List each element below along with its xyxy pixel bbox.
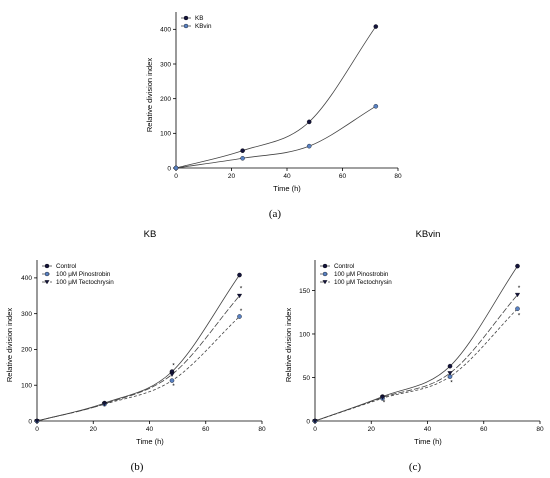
series-line — [314, 294, 518, 422]
y-tick-label: 400 — [160, 27, 171, 34]
data-point — [322, 280, 328, 285]
legend-label: 100 μM Pinostrobin — [334, 271, 389, 278]
y-axis-label: Relative division index — [145, 58, 154, 132]
y-tick-label: 0 — [306, 418, 310, 425]
x-tick-label: 60 — [480, 426, 488, 433]
legend-label: KBvin — [195, 23, 212, 30]
x-tick-label: 60 — [202, 426, 210, 433]
annotation-asterisk: * — [240, 286, 243, 293]
x-tick-label: 40 — [146, 426, 154, 433]
x-axis-label: Time (h) — [136, 437, 164, 446]
data-point — [237, 314, 242, 319]
x-tick-label: 40 — [424, 426, 432, 433]
data-point — [240, 148, 245, 153]
x-tick-label: 40 — [283, 173, 291, 180]
series-line — [314, 265, 518, 422]
series-line — [36, 295, 240, 422]
annotation-asterisk: * — [518, 313, 521, 320]
legend-label: 100 μM Tectochrysin — [56, 279, 114, 286]
data-point — [447, 363, 453, 369]
y-tick-label: 50 — [303, 375, 311, 382]
chart-panel-a: Time (h) Relative division index (a) 0 20… — [145, 12, 402, 220]
panel-label: (a) — [269, 208, 282, 220]
y-axis-label: Relative division index — [5, 308, 14, 382]
x-axis-label: Time (h) — [273, 184, 301, 193]
data-point — [101, 401, 108, 407]
x-tick-label: 0 — [35, 426, 39, 433]
series-line — [36, 316, 240, 422]
panel-label: (b) — [131, 461, 144, 473]
data-point — [322, 271, 328, 277]
legend-label: Control — [334, 263, 354, 270]
data-point — [515, 263, 520, 269]
series-line — [175, 26, 377, 169]
x-axis-label: Time (h) — [414, 437, 442, 446]
chart-title: KBvin — [416, 229, 441, 240]
y-tick-label: 300 — [21, 311, 32, 318]
annotation-asterisk: * — [172, 363, 175, 370]
x-tick-label: 80 — [394, 173, 402, 180]
y-tick-label: 100 — [160, 131, 171, 138]
y-tick-label: 100 — [299, 331, 310, 338]
data-point — [44, 271, 50, 277]
x-tick-label: 60 — [339, 173, 347, 180]
data-point — [322, 263, 328, 269]
chart-panel-c: KBvin Time (h) Relative division index (… — [284, 229, 544, 473]
y-tick-label: 150 — [299, 288, 310, 295]
y-tick-label: 200 — [21, 347, 32, 354]
data-point — [373, 104, 379, 109]
panel-label: (c) — [409, 461, 422, 473]
data-point — [515, 306, 520, 312]
data-point — [183, 23, 189, 29]
annotation-asterisk: * — [518, 285, 521, 292]
y-tick-label: 100 — [21, 383, 32, 390]
y-tick-label: 300 — [160, 61, 171, 68]
annotation-asterisk: * — [383, 400, 386, 407]
data-point — [169, 372, 175, 377]
data-point — [44, 263, 50, 269]
data-point — [240, 156, 245, 161]
x-tick-label: 0 — [313, 426, 317, 433]
legend-label: KB — [195, 15, 203, 22]
x-tick-label: 0 — [174, 173, 178, 180]
data-point — [236, 293, 243, 299]
y-tick-label: 0 — [167, 165, 171, 172]
legend-label: 100 μM Tectochrysin — [334, 279, 392, 286]
chart-title: KB — [144, 229, 157, 240]
x-tick-label: 80 — [258, 426, 266, 433]
data-point — [169, 378, 175, 383]
y-axis-label: Relative division index — [284, 308, 293, 382]
series-line — [314, 308, 518, 422]
x-tick-label: 80 — [536, 426, 544, 433]
legend-label: Control — [56, 263, 76, 270]
data-point — [173, 165, 179, 171]
chart-panel-b: KB Time (h) Relative division index (b) … — [5, 229, 266, 473]
data-point — [514, 292, 521, 298]
x-tick-label: 20 — [90, 426, 98, 433]
annotation-asterisk: * — [240, 308, 243, 315]
data-point — [447, 371, 453, 376]
data-point — [44, 280, 50, 285]
data-point — [379, 395, 386, 400]
y-tick-label: 200 — [160, 96, 171, 103]
annotation-asterisk: * — [450, 380, 453, 387]
x-tick-label: 20 — [228, 173, 236, 180]
y-tick-label: 400 — [21, 275, 32, 282]
data-point — [373, 24, 379, 29]
data-point — [34, 419, 40, 424]
data-point — [237, 272, 242, 278]
series-line — [175, 105, 377, 169]
legend-label: 100 μM Pinostrobin — [56, 271, 111, 278]
data-point — [183, 15, 189, 21]
annotation-asterisk: * — [172, 383, 175, 390]
data-point — [306, 143, 312, 149]
y-tick-label: 0 — [28, 418, 32, 425]
data-point — [306, 119, 312, 125]
x-tick-label: 20 — [368, 426, 376, 433]
data-point — [312, 419, 318, 424]
